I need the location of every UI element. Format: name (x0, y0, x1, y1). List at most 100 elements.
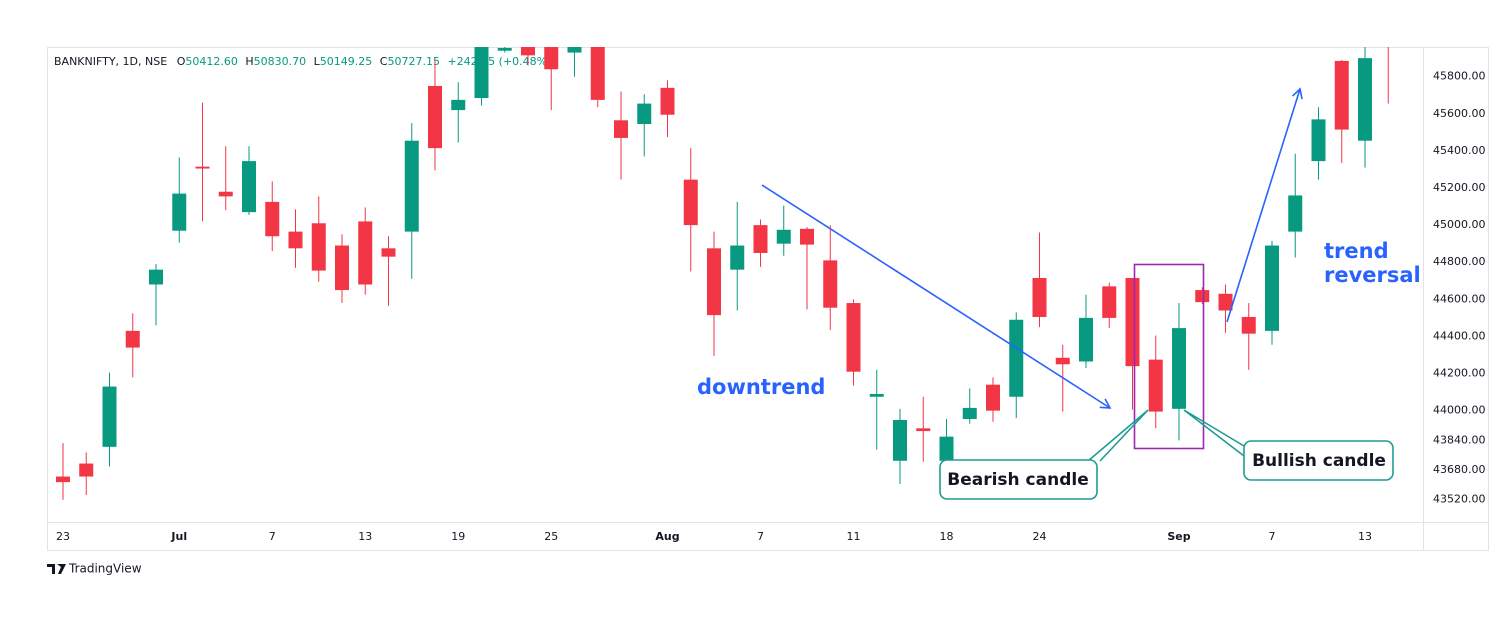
x-tick-label: 11 (847, 530, 861, 543)
candle-body (218, 191, 233, 197)
candle-body (869, 393, 884, 397)
x-tick-label: 7 (1269, 530, 1276, 543)
field-key: H (245, 55, 253, 68)
chart-border (47, 47, 1489, 551)
x-tick-label: Sep (1167, 530, 1190, 543)
candle-body (1195, 290, 1210, 303)
bearish-label: Bearish candle (947, 470, 1089, 490)
candle-body (962, 407, 977, 420)
candle-body (800, 228, 814, 245)
y-tick-label: 44200.00 (1433, 367, 1486, 380)
field-key: L (314, 55, 321, 68)
candle-body (265, 201, 280, 237)
candle-body (939, 436, 954, 461)
candle-body (1381, 21, 1395, 41)
y-tick-label: 44800.00 (1433, 255, 1486, 268)
candle-body (1172, 328, 1186, 409)
candle-body (1358, 58, 1372, 141)
candle-body (753, 225, 768, 253)
candle-body (521, 47, 535, 56)
highlight-box (1133, 263, 1205, 450)
callout-box (939, 459, 1098, 500)
candle-body (381, 248, 396, 257)
candle-body (660, 87, 675, 115)
x-tick-label: Jul (170, 530, 187, 543)
candle-body (1311, 119, 1326, 162)
brand-name: TradingView (68, 562, 142, 576)
x-tick-label: 13 (358, 530, 372, 543)
candle-body (335, 245, 349, 291)
candle-body (637, 103, 652, 125)
trend-reversal-label: reversal (1324, 263, 1421, 287)
frame (47, 47, 1489, 551)
candle-body (102, 386, 117, 447)
candle-body (823, 260, 838, 308)
y-tick-label: 45200.00 (1433, 181, 1486, 194)
x-tick-label: Aug (655, 530, 679, 543)
candle-body (707, 248, 721, 316)
callout-box (1243, 440, 1394, 481)
y-tick-label: 44000.00 (1433, 404, 1486, 417)
candle-body (474, 47, 489, 99)
candle-body (358, 221, 373, 285)
candle-body (986, 384, 1000, 411)
candle-body (1102, 286, 1117, 318)
callout-pointer (1183, 409, 1245, 457)
y-tick-label: 45400.00 (1433, 144, 1486, 157)
field-value: 50830.70 (254, 55, 307, 68)
candle-body (1055, 357, 1070, 365)
x-tick-label: 13 (1358, 530, 1372, 543)
candle-body (149, 269, 163, 285)
candle-body (1079, 317, 1093, 362)
annotations: downtrend trend reversal Bearish candle … (697, 87, 1421, 500)
candle-body (1125, 278, 1140, 367)
branding: TradingView (47, 562, 142, 576)
price-axis: 45800.00 45600.00 45400.00 45200.00 45000.00… (1433, 70, 1486, 506)
change: +242.65 (+0.48%) (447, 55, 551, 68)
candle-body (1032, 278, 1047, 317)
x-tick-label: 18 (940, 530, 954, 543)
candle-body (1148, 359, 1163, 412)
candle-body (730, 245, 745, 270)
candle-body (544, 47, 559, 70)
candle-body (56, 476, 70, 483)
x-tick-label: 7 (269, 530, 276, 543)
y-tick-label: 44400.00 (1433, 329, 1486, 342)
candle-body (1265, 245, 1279, 331)
candle-body (614, 120, 628, 138)
candle-body (125, 330, 140, 348)
field-value: 50727.15 (387, 55, 440, 68)
candle-body (451, 99, 466, 111)
y-tick-label: 43520.00 (1433, 493, 1486, 506)
candle-body (404, 140, 419, 232)
uptrend-arrow (1226, 87, 1303, 323)
y-tick-label: 43680.00 (1433, 463, 1486, 476)
candle-body (1218, 293, 1233, 311)
candle-body (683, 179, 698, 226)
candle-body (195, 166, 210, 169)
candle-body (172, 193, 187, 231)
candle-body (311, 223, 326, 271)
candle-body (893, 419, 907, 461)
time-axis: 23 Jul 7 13 19 25 Aug 7 11 18 24 Sep 7 13 (56, 530, 1372, 543)
x-tick-label: 25 (544, 530, 558, 543)
candle-body (497, 47, 512, 51)
trend-reversal-label: trend (1324, 239, 1389, 263)
candle-body (79, 463, 94, 477)
candle-body (846, 303, 861, 372)
x-tick-label: 7 (757, 530, 764, 543)
candle-body (1241, 316, 1256, 334)
candle-body (590, 47, 605, 100)
candle-body (567, 47, 582, 53)
callout-pointer (1087, 409, 1149, 462)
y-tick-label: 43840.00 (1433, 433, 1486, 446)
candle-body (1334, 60, 1349, 130)
downtrend-arrow (761, 184, 1112, 409)
field-key: O (177, 55, 186, 68)
candle-body (288, 231, 303, 249)
x-tick-label: 19 (451, 530, 465, 543)
candle-body (1288, 195, 1303, 232)
legend-header: BANKNIFTY, 1D, NSE O50412.60 H50830.70 L… (54, 55, 551, 68)
y-tick-label: 45000.00 (1433, 218, 1486, 231)
